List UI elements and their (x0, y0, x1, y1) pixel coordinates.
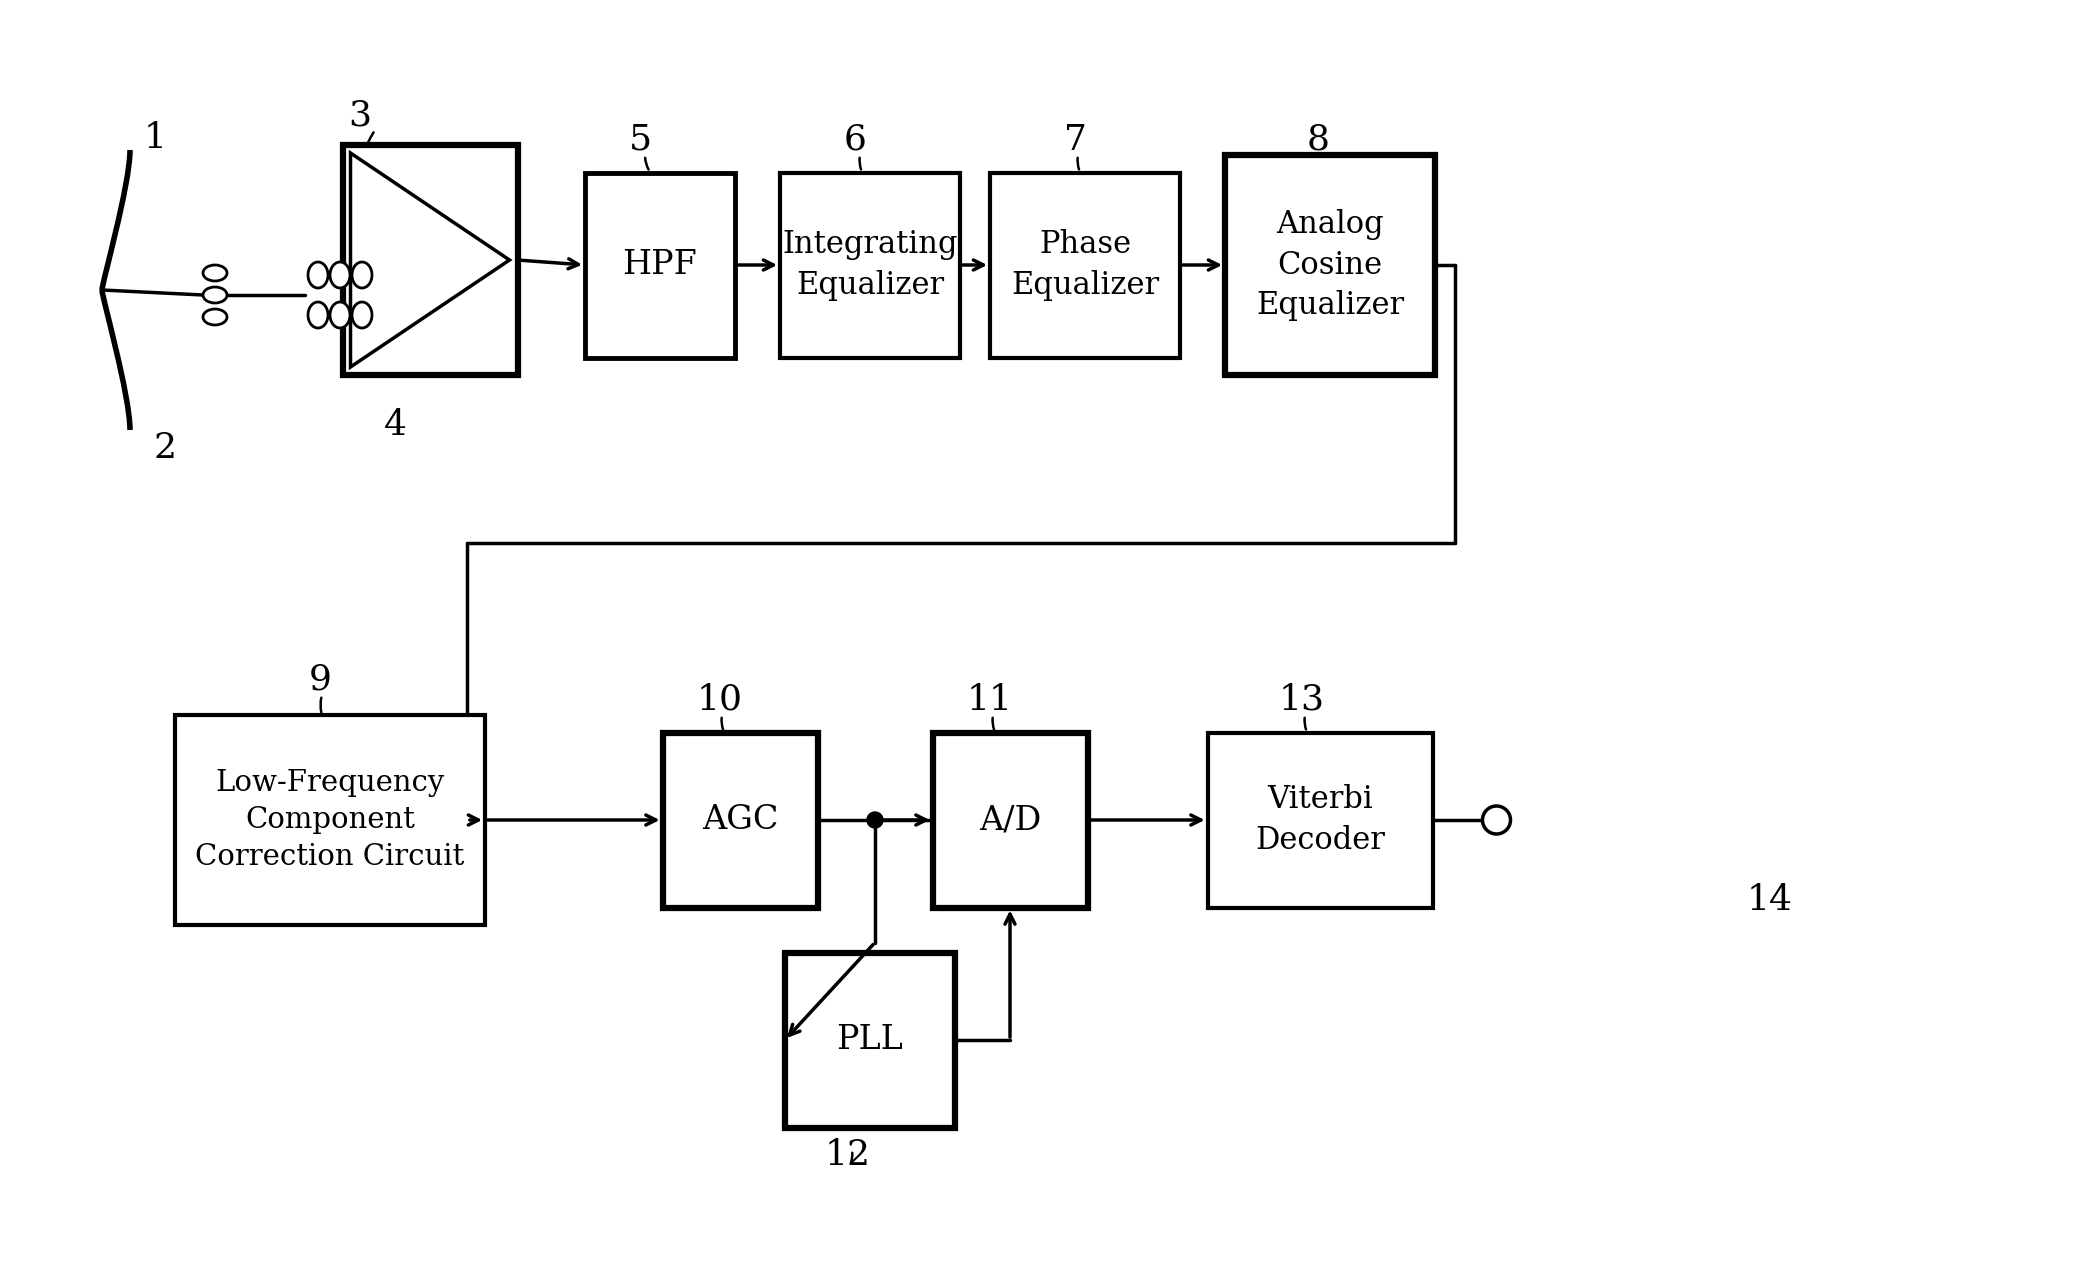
Ellipse shape (204, 265, 227, 282)
Text: 14: 14 (1747, 883, 1793, 917)
Ellipse shape (352, 262, 373, 288)
Polygon shape (350, 153, 510, 367)
Text: Low-Frequency
Component
Correction Circuit: Low-Frequency Component Correction Circu… (196, 769, 464, 871)
Circle shape (1482, 806, 1512, 835)
Ellipse shape (308, 262, 329, 288)
FancyBboxPatch shape (1208, 733, 1432, 908)
Ellipse shape (331, 302, 350, 328)
Text: 7: 7 (1064, 123, 1087, 157)
Text: Phase
Equalizer: Phase Equalizer (1012, 229, 1160, 301)
Text: 13: 13 (1278, 683, 1324, 718)
Ellipse shape (352, 302, 373, 328)
Text: 4: 4 (383, 408, 406, 442)
Text: A/D: A/D (979, 804, 1041, 836)
Text: AGC: AGC (702, 804, 779, 836)
FancyBboxPatch shape (933, 733, 1087, 908)
FancyBboxPatch shape (785, 953, 956, 1128)
Text: 9: 9 (308, 664, 331, 697)
FancyBboxPatch shape (781, 172, 960, 358)
Ellipse shape (331, 262, 350, 288)
FancyBboxPatch shape (344, 145, 518, 376)
FancyBboxPatch shape (175, 715, 485, 925)
Text: 5: 5 (629, 123, 652, 157)
Text: 12: 12 (824, 1138, 870, 1172)
Text: Integrating
Equalizer: Integrating Equalizer (783, 229, 958, 301)
FancyBboxPatch shape (585, 172, 735, 358)
Text: HPF: HPF (623, 249, 697, 282)
Text: 3: 3 (348, 98, 371, 132)
Text: 10: 10 (697, 683, 743, 718)
Ellipse shape (308, 302, 329, 328)
Ellipse shape (204, 309, 227, 325)
Text: 8: 8 (1307, 123, 1330, 157)
Text: 1: 1 (144, 121, 167, 156)
FancyBboxPatch shape (662, 733, 818, 908)
Text: PLL: PLL (837, 1024, 904, 1056)
Circle shape (866, 811, 883, 828)
Text: 2: 2 (154, 431, 177, 466)
Text: 11: 11 (966, 683, 1014, 718)
Text: Analog
Cosine
Equalizer: Analog Cosine Equalizer (1255, 208, 1403, 322)
FancyBboxPatch shape (991, 172, 1180, 358)
Ellipse shape (204, 287, 227, 303)
Text: Viterbi
Decoder: Viterbi Decoder (1255, 784, 1385, 855)
FancyBboxPatch shape (1224, 156, 1434, 376)
Text: 6: 6 (843, 123, 866, 157)
